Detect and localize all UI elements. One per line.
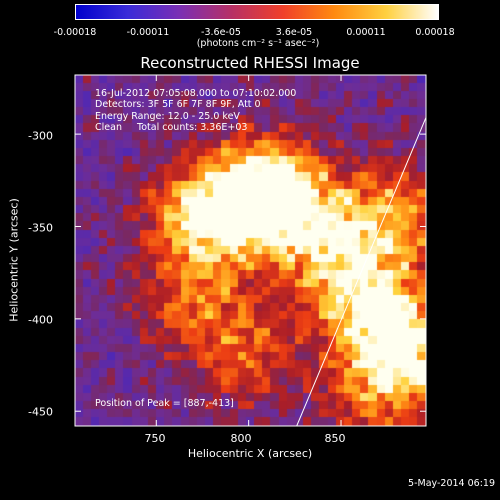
colorbar-tick: -0.00011 — [126, 27, 170, 38]
colorbar-tick: -0.00018 — [53, 27, 97, 38]
info-clean-counts: Clean Total counts: 3.36E+03 — [95, 122, 248, 133]
y-tick-label: -350 — [28, 221, 53, 235]
y-axis-label: Heliocentric Y (arcsec) — [7, 198, 21, 322]
info-time-range: 16-Jul-2012 07:05:08.000 to 07:10:02.000 — [95, 88, 297, 99]
plot-timestamp: 5-May-2014 06:19 — [408, 478, 495, 489]
colorbar-tick: 0.00011 — [346, 27, 386, 38]
colorbar-tick: 3.6e-05 — [275, 27, 313, 38]
x-tick-label: 850 — [324, 432, 346, 445]
y-tick-label: -300 — [28, 129, 53, 143]
x-axis-label: Heliocentric X (arcsec) — [187, 447, 313, 460]
colorbar-units: (photons cm⁻² s⁻¹ asec⁻²) — [196, 38, 320, 49]
y-tick-label: -450 — [28, 405, 53, 419]
plot-title: Reconstructed RHESSI Image — [140, 54, 360, 72]
solar-limb-line — [296, 117, 426, 426]
info-energy-range: Energy Range: 12.0 - 25.0 keV — [95, 111, 240, 122]
x-tick-label: 800 — [230, 432, 252, 445]
colorbar-tick: 0.00018 — [415, 27, 455, 38]
colorbar-tick: -3.6e-05 — [201, 27, 241, 38]
peak-position-label: Position of Peak = [887,-413] — [95, 398, 234, 409]
colorbar — [75, 4, 439, 20]
info-detectors: Detectors: 3F 5F 6F 7F 8F 9F, Att 0 — [95, 99, 261, 110]
image-area: 16-Jul-2012 07:05:08.000 to 07:10:02.000… — [75, 75, 426, 426]
y-tick-label: -400 — [28, 313, 53, 327]
x-tick-label: 750 — [144, 432, 166, 445]
